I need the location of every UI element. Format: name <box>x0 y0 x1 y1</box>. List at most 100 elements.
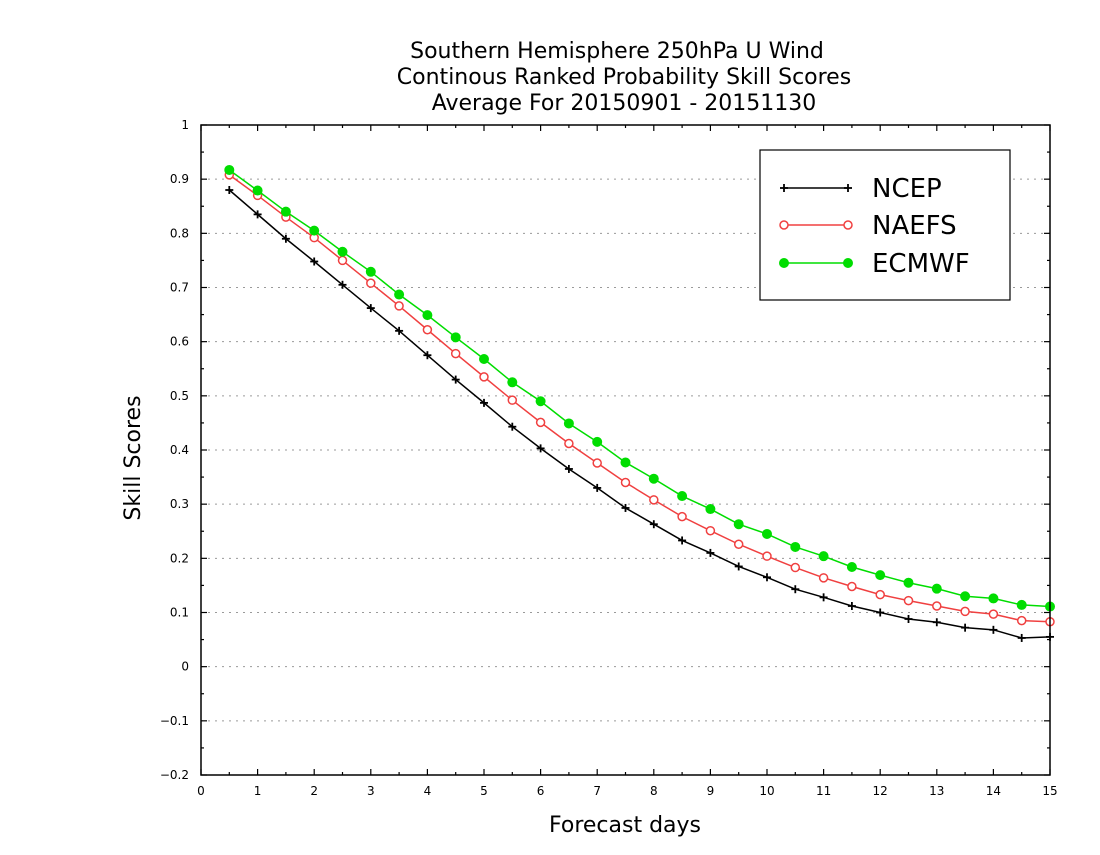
ncep-series <box>225 186 1054 642</box>
ecmwf-point <box>422 310 433 321</box>
naefs-point <box>705 525 716 536</box>
naefs-point <box>450 348 461 359</box>
title-line-2: Continous Ranked Probability Skill Score… <box>397 65 851 90</box>
legend-item-ecmwf: ECMWF <box>779 249 970 279</box>
ecmwf-point <box>818 551 829 562</box>
ncep-point <box>791 585 800 594</box>
naefs-point <box>903 595 914 606</box>
ecmwf-point <box>733 519 744 530</box>
ecmwf-point <box>705 504 716 515</box>
ncep-point <box>508 422 517 431</box>
naefs-point <box>507 395 518 405</box>
legend-label-ecmwf: ECMWF <box>872 249 970 279</box>
ncep-point <box>876 608 885 617</box>
ncep-point <box>281 234 290 243</box>
ncep-point <box>763 573 771 582</box>
ecmwf-point <box>394 289 405 300</box>
ecmwf-point <box>252 185 263 196</box>
naefs-point <box>592 458 602 468</box>
x-tick-label: 6 <box>537 784 545 798</box>
x-tick-label: 13 <box>929 784 944 798</box>
x-tick-label: 0 <box>197 784 205 798</box>
ncep-point <box>480 398 488 407</box>
x-tick-label: 15 <box>1042 784 1057 798</box>
ecmwf-point <box>1016 599 1027 610</box>
y-tick-label: 0 <box>181 660 189 674</box>
legend-item-ncep: NCEP <box>780 174 942 204</box>
legend-naefs-point <box>843 220 853 230</box>
ecmwf-point <box>931 583 942 594</box>
ncep-point <box>1017 633 1026 642</box>
x-tick-label: 3 <box>367 784 375 798</box>
ecmwf-point <box>309 225 320 236</box>
ecmwf-point <box>620 457 631 468</box>
ncep-point <box>678 536 687 545</box>
ecmwf-point <box>365 266 376 277</box>
naefs-point <box>932 601 942 611</box>
y-tick-label: 0.9 <box>170 172 189 186</box>
naefs-point <box>847 581 857 592</box>
naefs-point <box>762 551 772 561</box>
naefs-point <box>564 438 574 449</box>
ecmwf-point <box>224 164 235 175</box>
ncep-point <box>395 326 404 335</box>
ecmwf-point <box>875 570 886 581</box>
naefs-point <box>960 606 970 617</box>
legend-ecmwf-point <box>843 258 853 268</box>
y-tick-label: 0.1 <box>170 606 189 620</box>
ncep-point <box>819 593 828 602</box>
ecmwf-point <box>535 396 546 407</box>
ecmwf-point <box>280 206 291 217</box>
ncep-point <box>338 280 347 289</box>
ncep-point <box>649 520 658 529</box>
legend-naefs-point <box>779 220 789 230</box>
x-tick-label: 12 <box>873 784 888 798</box>
naefs-point <box>1016 615 1027 626</box>
ncep-point <box>225 186 234 194</box>
ecmwf-point <box>337 246 348 257</box>
naefs-point <box>620 477 631 488</box>
ncep-point <box>451 375 460 384</box>
x-tick-label: 1 <box>254 784 262 798</box>
y-tick-label: 0.7 <box>170 281 189 295</box>
legend-label-naefs: NAEFS <box>872 211 957 241</box>
naefs-point <box>988 609 999 619</box>
chart-title: Southern Hemisphere 250hPa U Wind Contin… <box>397 39 851 116</box>
naefs-point <box>733 539 744 549</box>
x-tick-label: 4 <box>424 784 432 798</box>
legend-ncep-point <box>844 184 852 192</box>
plot-frame <box>200 124 1051 776</box>
y-tick-label: 0.8 <box>170 226 189 240</box>
ecmwf-point <box>592 436 603 447</box>
naefs-point <box>790 562 801 573</box>
legend-ecmwf-point <box>779 258 789 268</box>
legend-ncep-point <box>780 184 788 192</box>
naefs-point <box>649 495 659 505</box>
ecmwf-point <box>988 593 999 604</box>
title-line-3: Average For 20150901 - 20151130 <box>432 91 817 116</box>
ecmwf-point <box>846 562 857 572</box>
ncep-point <box>423 351 432 360</box>
ncep-point <box>536 444 545 453</box>
ncep-point <box>932 618 941 627</box>
x-tick-label: 2 <box>310 784 318 798</box>
y-tick-label: 0.4 <box>170 443 189 457</box>
ecmwf-point <box>903 577 914 588</box>
x-tick-label: 11 <box>816 784 831 798</box>
series-layer <box>224 164 1055 642</box>
ncep-point <box>593 483 602 492</box>
ncep-point <box>621 503 630 512</box>
ncep-point <box>706 548 715 557</box>
x-tick-label: 7 <box>593 784 601 798</box>
ncep-line <box>228 189 1051 639</box>
x-tick-label: 9 <box>707 784 715 798</box>
naefs-point <box>394 301 404 311</box>
x-tick-label: 5 <box>480 784 488 798</box>
title-line-1: Southern Hemisphere 250hPa U Wind <box>410 39 824 64</box>
naefs-point <box>422 325 433 335</box>
x-tick-label: 14 <box>986 784 1001 798</box>
ecmwf-point <box>960 591 971 602</box>
y-tick-label: 0.2 <box>170 551 189 565</box>
